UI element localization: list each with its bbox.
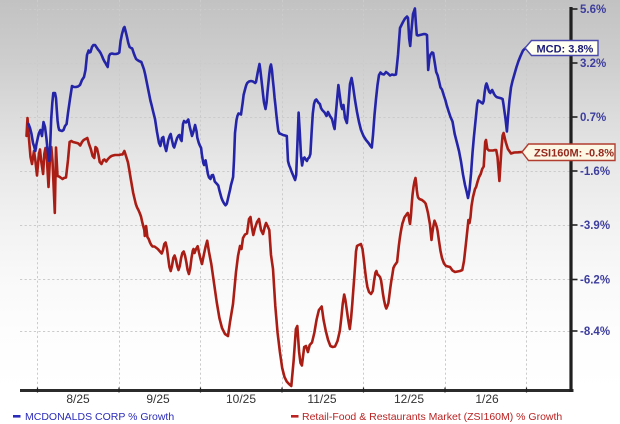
svg-text:ZSI160M: -0.8%: ZSI160M: -0.8%: [534, 147, 614, 159]
svg-text:0.7%: 0.7%: [580, 112, 606, 124]
svg-text:9/25: 9/25: [146, 392, 170, 406]
svg-text:Retail-Food & Restaurants Mark: Retail-Food & Restaurants Market (ZSI160…: [302, 411, 562, 423]
svg-text:3.2%: 3.2%: [580, 58, 606, 70]
svg-text:-8.4%: -8.4%: [580, 326, 610, 338]
svg-text:11/25: 11/25: [307, 392, 336, 406]
svg-text:12/25: 12/25: [394, 392, 424, 406]
svg-text:1/26: 1/26: [475, 392, 499, 406]
svg-text:8/25: 8/25: [66, 392, 90, 406]
svg-text:-6.2%: -6.2%: [580, 275, 610, 287]
svg-text:MCDONALDS CORP % Growth: MCDONALDS CORP % Growth: [25, 411, 174, 423]
svg-text:5.6%: 5.6%: [580, 4, 606, 16]
svg-text:10/25: 10/25: [226, 392, 256, 406]
svg-text:-3.9%: -3.9%: [580, 220, 610, 232]
svg-text:MCD: 3.8%: MCD: 3.8%: [537, 43, 594, 55]
svg-text:-1.6%: -1.6%: [580, 166, 610, 178]
